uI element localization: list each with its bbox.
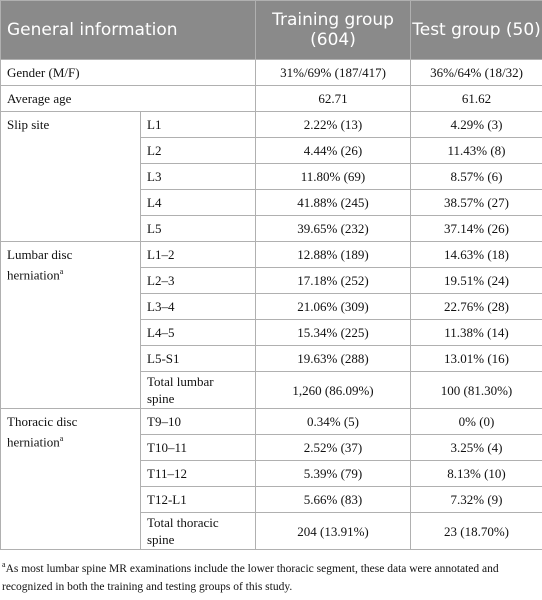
table-row: L3–4 21.06% (309) 22.76% (28) [1,293,542,320]
group-label: Slip site [0,111,141,242]
row-label: T11–12 [139,460,257,487]
table-row: Total lumbar spine 1,260 (86.09%) 100 (81.… [1,371,542,409]
table-row: Slip site L1 2.22% (13) 4.29% (3) [0,111,542,242]
training-value: 5.39% (79) [255,460,412,487]
row-label: L2 [139,137,257,164]
table-row: Average age 62.71 61.62 [0,85,542,112]
table-row: L2–3 17.18% (252) 19.51% (24) [1,267,542,294]
row-label: T10–11 [139,434,257,461]
row-label: Total thoracic spine [139,512,257,550]
table-row: T12-L1 5.66% (83) 7.32% (9) [1,486,542,513]
table-row: T10–11 2.52% (37) 3.25% (4) [1,434,542,461]
training-value: 62.71 [255,85,412,112]
training-value: 12.88% (189) [255,241,412,268]
footnote-text: As most lumbar spine MR examinations inc… [2,562,499,593]
table-row: Thoracic disc herniationa T9–10 0.34% (5) 0… [0,408,542,550]
training-value: 2.52% (37) [255,434,412,461]
test-value: 7.32% (9) [410,486,542,513]
row-label: L3–4 [139,293,257,320]
row-label: L5 [139,215,257,242]
training-value: 11.80% (69) [255,163,412,190]
row-label: T9–10 [139,408,257,435]
header-cell: General information [0,0,257,60]
data-table: General information Training group (604)… [0,0,542,550]
group-label: Thoracic disc herniationa [0,408,141,550]
group-label: Lumbar disc herniationa [0,241,141,409]
test-value: 19.51% (24) [410,267,542,294]
table-row: L4 41.88% (245) 38.57% (27) [1,189,542,216]
row-label: Gender (M/F) [0,59,257,86]
footnote-mark: a [59,434,64,443]
training-value: 0.34% (5) [255,408,412,435]
row-label: T12-L1 [139,486,257,513]
test-value: 13.01% (16) [410,345,542,372]
training-value: 19.63% (288) [255,345,412,372]
row-label: L4 [139,189,257,216]
training-value: 17.18% (252) [255,267,412,294]
table-row: L5-S1 19.63% (288) 13.01% (16) [1,345,542,372]
row-label: L1–2 [139,241,257,268]
training-value: 31%/69% (187/417) [255,59,412,86]
training-value: 15.34% (225) [255,319,412,346]
row-label: L2–3 [139,267,257,294]
row-label: L4–5 [139,319,257,346]
training-value: 2.22% (13) [255,111,412,138]
test-value: 8.13% (10) [410,460,542,487]
footnote: aAs most lumbar spine MR examinations in… [0,550,542,596]
group-label-text: Lumbar disc herniation [7,247,73,283]
table-row: Gender (M/F) 31%/69% (187/417) 36%/64% (18… [0,59,542,86]
row-label: Total lumbar spine [139,371,257,409]
training-value: 204 (13.91%) [255,512,412,550]
training-value: 4.44% (26) [255,137,412,164]
table-row: T11–12 5.39% (79) 8.13% (10) [1,460,542,487]
training-value: 41.88% (245) [255,189,412,216]
row-label: L5-S1 [139,345,257,372]
group-label-text: Thoracic disc herniation [7,414,78,450]
table-row: L4–5 15.34% (225) 11.38% (14) [1,319,542,346]
test-value: 38.57% (27) [410,189,542,216]
table-row: Total thoracic spine 204 (13.91%) 23 (18.7… [1,512,542,550]
table-row: L5 39.65% (232) 37.14% (26) [1,215,542,242]
test-value: 8.57% (6) [410,163,542,190]
table-row: L3 11.80% (69) 8.57% (6) [1,163,542,190]
test-value: 14.63% (18) [410,241,542,268]
table-body: Gender (M/F) 31%/69% (187/417) 36%/64% (18… [0,59,542,550]
test-value: 61.62 [410,85,542,112]
test-value: 4.29% (3) [410,111,542,138]
test-value: 3.25% (4) [410,434,542,461]
test-value: 0% (0) [410,408,542,435]
test-value: 11.38% (14) [410,319,542,346]
test-value: 11.43% (8) [410,137,542,164]
test-value: 37.14% (26) [410,215,542,242]
row-label: Average age [0,85,257,112]
row-label: L3 [139,163,257,190]
footnote-mark: a [2,560,6,569]
test-value: 36%/64% (18/32) [410,59,542,86]
group-label-text: Slip site [7,117,50,132]
training-value: 1,260 (86.09%) [255,371,412,409]
header-cell: Test group (50) [410,0,542,60]
test-value: 23 (18.70%) [410,512,542,550]
header-cell: Training group (604) [255,0,412,60]
test-value: 100 (81.30%) [410,371,542,409]
training-value: 5.66% (83) [255,486,412,513]
header-row: General information Training group (604)… [0,0,542,60]
training-value: 39.65% (232) [255,215,412,242]
row-label: L1 [139,111,257,138]
table-row: Lumbar disc herniationa L1–2 12.88% (189) 1… [0,241,542,409]
footnote-mark: a [59,267,64,276]
test-value: 22.76% (28) [410,293,542,320]
training-value: 21.06% (309) [255,293,412,320]
